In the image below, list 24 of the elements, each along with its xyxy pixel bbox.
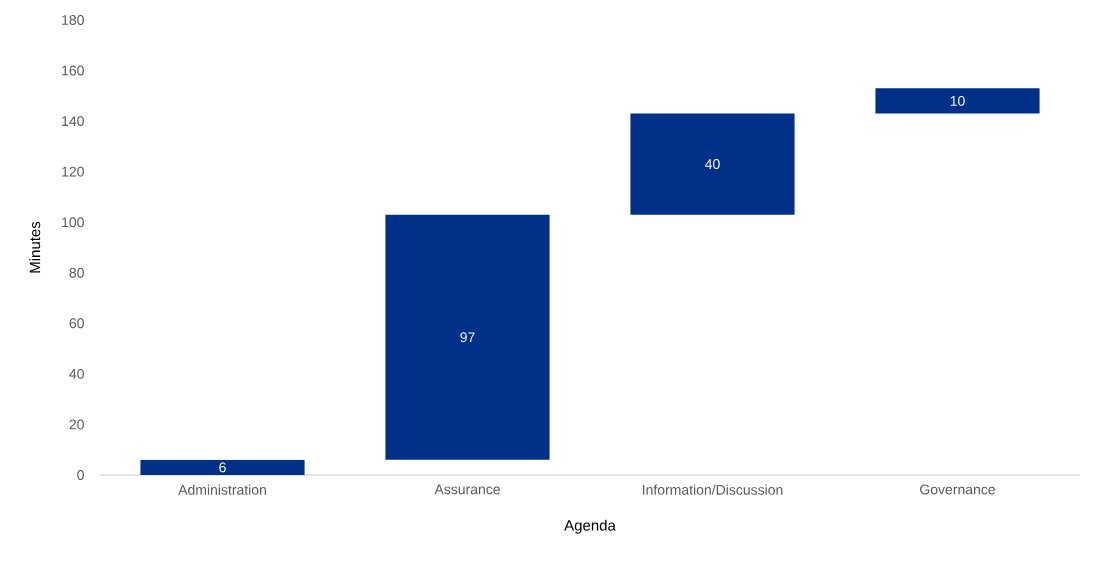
y-tick-label: 120 (62, 166, 84, 177)
bar (630, 113, 795, 215)
y-tick-label: 80 (69, 267, 84, 278)
y-tick-label: 160 (62, 65, 84, 76)
y-tick-label: 60 (69, 318, 84, 329)
x-tick-label: Information/Discussion (642, 484, 783, 495)
y-tick-label: 100 (62, 217, 84, 228)
x-tick-label: Assurance (434, 484, 500, 495)
y-tick-label: 40 (69, 368, 84, 379)
x-tick-label: Governance (920, 484, 996, 495)
y-axis-title: Minutes (29, 221, 41, 273)
bar (140, 459, 305, 475)
y-tick-label: 20 (69, 419, 84, 430)
x-tick-label: Administration (178, 484, 266, 495)
bar (385, 214, 550, 460)
y-tick-label: 180 (62, 15, 84, 25)
data-label: 97 (460, 332, 475, 343)
x-axis-title: Agenda (564, 519, 616, 534)
data-label: 6 (219, 462, 226, 473)
bar (875, 88, 1040, 114)
y-tick-label: 0 (77, 470, 84, 480)
data-label: 40 (705, 159, 720, 170)
y-tick-label: 140 (62, 116, 84, 127)
data-label: 10 (950, 95, 965, 106)
